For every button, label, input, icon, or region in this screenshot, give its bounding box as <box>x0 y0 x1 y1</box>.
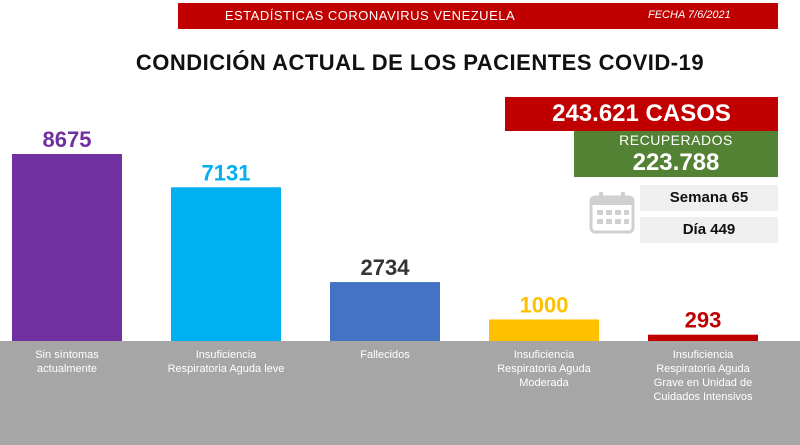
data-label-2: 7131 <box>202 160 251 185</box>
header-title: ESTADÍSTICAS CORONAVIRUS VENEZUELA <box>224 8 516 23</box>
recovered-badge: RECUPERADOS 223.788 <box>574 131 778 177</box>
header-red-band <box>178 3 778 29</box>
day-counter: Día 449 <box>640 217 778 243</box>
data-label-3: 2734 <box>361 255 411 280</box>
category-label-4: Insuficiencia Respiratoria Aguda Moderada <box>497 349 591 389</box>
calendar-icon <box>589 192 635 234</box>
total-cases-badge: 243.621 CASOS <box>505 97 778 131</box>
data-label-1: 8675 <box>43 127 92 152</box>
category-label-3: Fallecidos <box>360 349 410 361</box>
bar-2 <box>171 187 281 341</box>
page-title: CONDICIÓN ACTUAL DE LOS PACIENTES COVID-… <box>135 50 705 75</box>
category-label-2: Insuficiencia Respiratoria Aguda leve <box>168 349 285 375</box>
data-label-4: 1000 <box>520 292 569 317</box>
header-date: FECHA 7/6/2021 <box>648 9 731 21</box>
category-label-5: Insuficiencia Respiratoria Aguda Grave en … <box>653 349 753 403</box>
week-counter: Semana 65 <box>640 185 778 211</box>
header-bar: ESTADÍSTICAS CORONAVIRUS VENEZUELA FECHA… <box>0 0 800 32</box>
bar-3 <box>330 282 440 341</box>
data-label-5: 293 <box>685 308 722 333</box>
recovered-label: RECUPERADOS <box>619 132 733 148</box>
recovered-value: 223.788 <box>632 149 720 176</box>
bar-5 <box>648 334 758 341</box>
bar-chart: 8675 Sin síntomas actualmente 7131 Insuficie… <box>0 127 800 445</box>
bar-1 <box>12 154 122 341</box>
category-label-1: Sin síntomas actualmente <box>35 349 99 375</box>
bar-4 <box>489 319 599 341</box>
category-label-band <box>0 341 800 445</box>
